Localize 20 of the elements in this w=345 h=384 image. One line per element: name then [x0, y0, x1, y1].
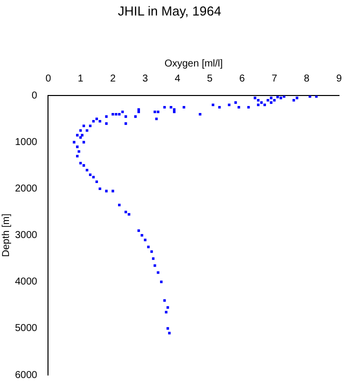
chart-title: JHIL in May, 1964 — [118, 3, 222, 18]
x-tick-label: 4 — [174, 73, 181, 84]
y-tick-label: 2000 — [14, 183, 38, 194]
x-tick-label: 2 — [110, 73, 116, 84]
x-tick-label: 6 — [239, 73, 246, 84]
x-tick-label: 5 — [206, 73, 213, 84]
y-tick-label: 1000 — [14, 136, 38, 148]
x-tick-label: 1 — [78, 73, 84, 84]
y-tick-label: 0 — [32, 90, 38, 102]
x-tick-label: 8 — [304, 73, 310, 84]
x-tick-label: 0 — [45, 73, 52, 84]
y-tick-label: 5000 — [14, 323, 38, 334]
x-tick-label: 9 — [336, 73, 342, 84]
x-tick-label: 7 — [272, 73, 278, 84]
y-tick-label: 6000 — [14, 370, 38, 381]
x-axis-title: Oxygen [ml/l] — [164, 58, 224, 70]
y-tick-label: 3000 — [14, 230, 38, 242]
y-axis-title: Depth [m] — [0, 213, 12, 257]
y-tick-label: 4000 — [14, 276, 38, 288]
x-tick-label: 3 — [142, 73, 148, 84]
